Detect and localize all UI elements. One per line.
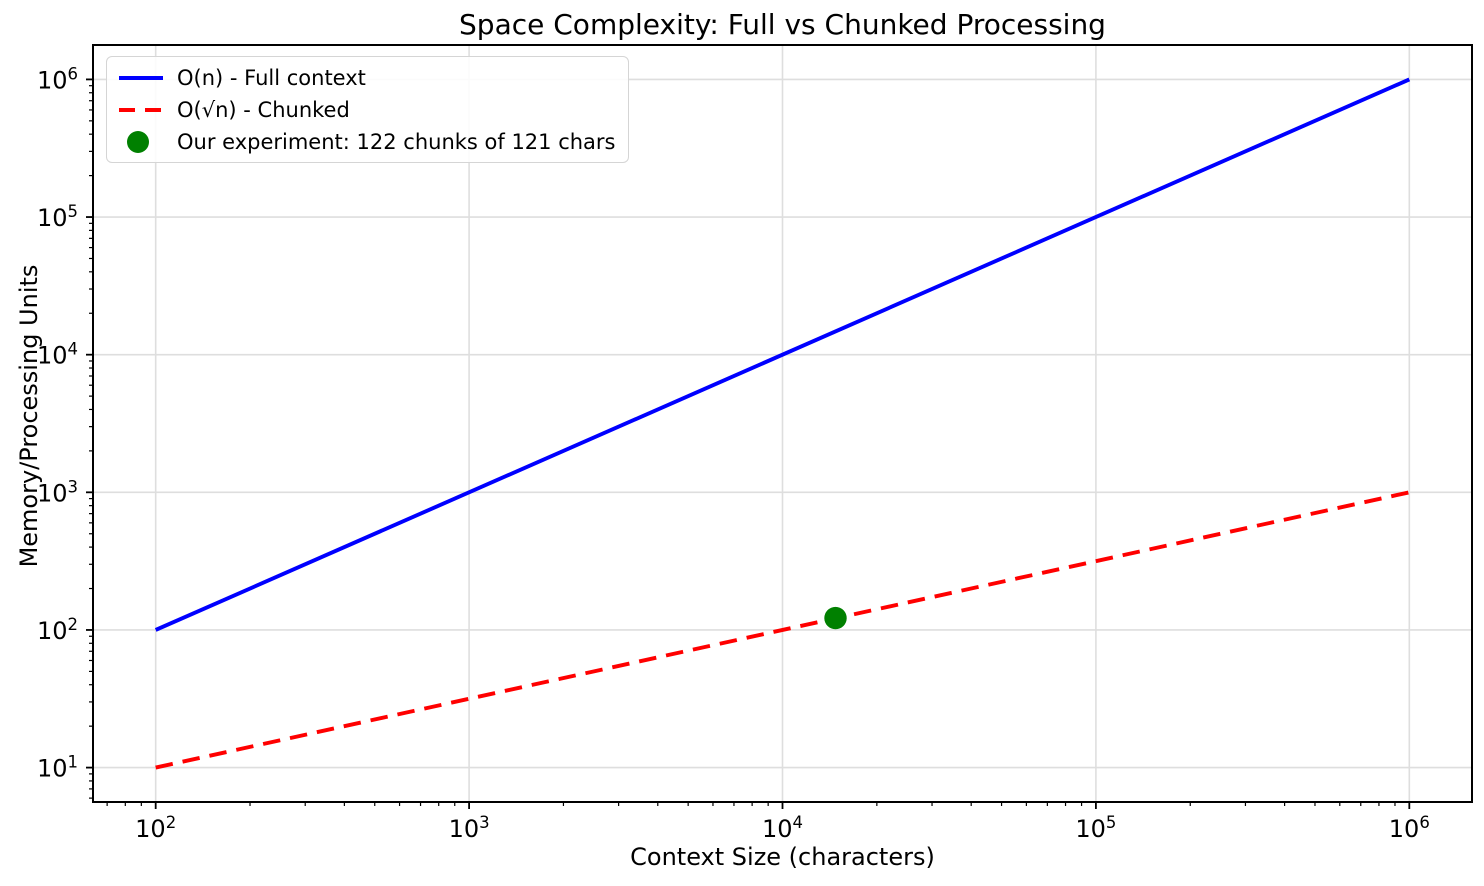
series-line-0 [154,77,1411,632]
y-tick-label: 105 [37,202,78,232]
x-tick-label: 103 [449,813,490,843]
x-tick-label: 105 [1075,813,1116,843]
legend-label-full-context: O(n) - Full context [177,65,366,90]
legend-solid-line-icon [119,75,163,80]
legend: O(n) - Full context O(√n) - Chunked Our … [106,56,629,163]
legend-item-experiment: Our experiment: 122 chunks of 121 chars [119,127,616,156]
y-tick-label: 104 [37,340,78,370]
legend-item-full-context: O(n) - Full context [119,63,616,92]
experiment-point [824,606,847,630]
legend-label-experiment: Our experiment: 122 chunks of 121 chars [177,129,616,154]
legend-dashed-line-icon [119,107,163,112]
y-tick-label: 102 [37,615,78,645]
y-tick-label: 101 [37,753,78,783]
y-tick-label: 106 [37,64,78,94]
x-tick-label: 102 [135,813,176,843]
legend-label-chunked: O(√n) - Chunked [177,97,350,122]
y-axis-label: Memory/Processing Units [15,265,43,568]
x-tick-label: 104 [762,813,803,843]
legend-item-chunked: O(√n) - Chunked [119,95,616,124]
legend-dot-icon [127,130,149,153]
series-line-1 [155,490,1410,770]
x-axis-label: Context Size (characters) [630,843,935,871]
x-tick-label: 106 [1389,813,1430,843]
y-tick-label: 103 [37,477,78,507]
chart-title: Space Complexity: Full vs Chunked Proces… [459,8,1106,41]
